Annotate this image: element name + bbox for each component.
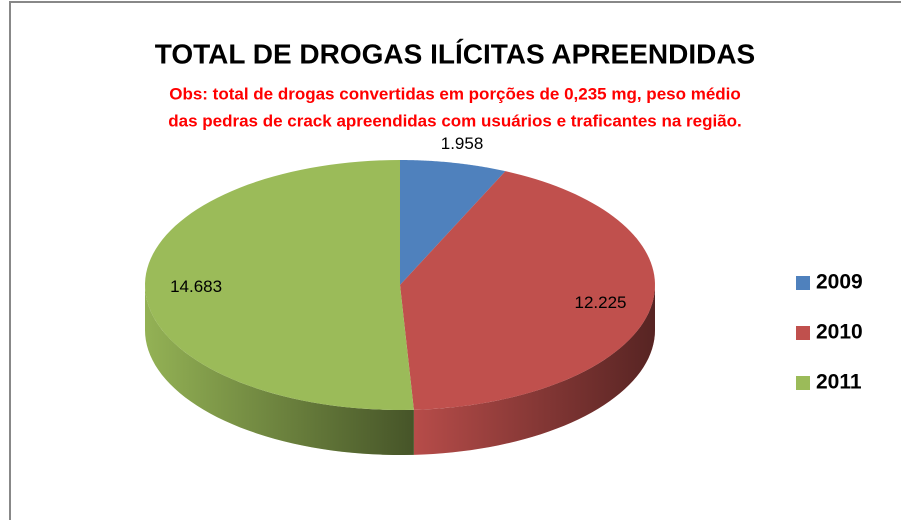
- pie-slice: [145, 160, 414, 410]
- legend-label: 2010: [816, 321, 863, 344]
- data-label: 14.683: [170, 277, 222, 296]
- chart-title: TOTAL DE DROGAS ILÍCITAS APREENDIDAS: [155, 38, 755, 69]
- legend-swatch: [796, 276, 810, 290]
- pie-slice: [400, 160, 506, 285]
- data-label: 1.958: [441, 134, 484, 153]
- subtitle: das pedras de crack apreendidas com usuá…: [168, 111, 742, 130]
- legend-swatch: [796, 376, 810, 390]
- subtitle: Obs: total de drogas convertidas em porç…: [169, 84, 741, 103]
- legend-label: 2009: [816, 271, 863, 294]
- legend-swatch: [796, 326, 810, 340]
- legend-label: 2011: [816, 371, 862, 394]
- pie-slice: [400, 171, 655, 410]
- data-label: 12.225: [574, 293, 626, 312]
- pie-side-shade: [145, 285, 414, 455]
- pie-side-shade: [413, 285, 655, 455]
